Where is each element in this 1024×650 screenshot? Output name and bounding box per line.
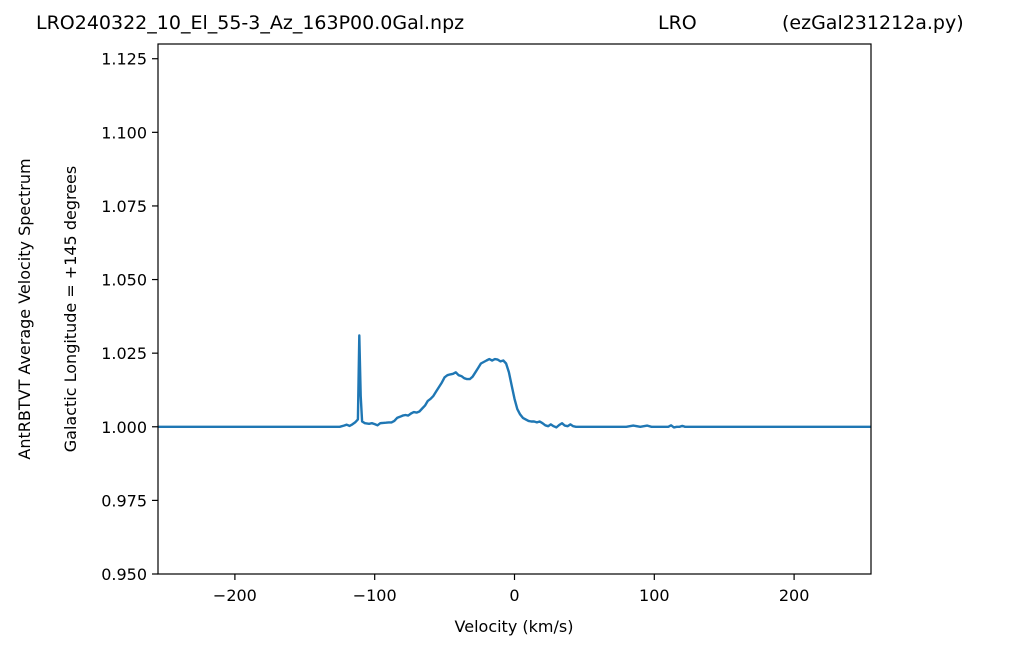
- x-axis-label: Velocity (km/s): [455, 617, 574, 636]
- x-tick-label: −200: [213, 586, 257, 605]
- y-tick-label: 1.000: [101, 418, 147, 437]
- x-tick-label: 100: [639, 586, 670, 605]
- y-tick-label: 0.975: [101, 491, 147, 510]
- x-tick-label: 200: [779, 586, 810, 605]
- chart-title-script: (ezGal231212a.py): [782, 12, 964, 34]
- y-tick-label: 0.950: [101, 565, 147, 584]
- x-axis-ticks: −200 −100 0 100 200: [213, 574, 809, 605]
- spectrum-series-line: [158, 334, 871, 429]
- y-axis-label: AntRBTVT Average Velocity Spectrum: [15, 158, 34, 459]
- chart-title-observatory: LRO: [658, 12, 697, 34]
- y-tick-label: 1.025: [101, 344, 147, 363]
- plot-area-frame: [157, 43, 872, 575]
- y-tick-label: 1.050: [101, 271, 147, 290]
- y-tick-label: 1.075: [101, 197, 147, 216]
- y-tick-label: 1.100: [101, 123, 147, 142]
- y-tick-label: 1.125: [101, 50, 147, 69]
- y-axis-label-longitude: Galactic Longitude = +145 degrees: [61, 166, 80, 452]
- chart-title-filename: LRO240322_10_El_55-3_Az_163P00.0Gal.npz: [36, 12, 465, 34]
- x-tick-label: 0: [509, 586, 519, 605]
- x-tick-label: −100: [353, 586, 397, 605]
- y-axis-ticks: 0.950 0.975 1.000 1.025 1.050 1.075 1.100 1.125: [101, 50, 158, 584]
